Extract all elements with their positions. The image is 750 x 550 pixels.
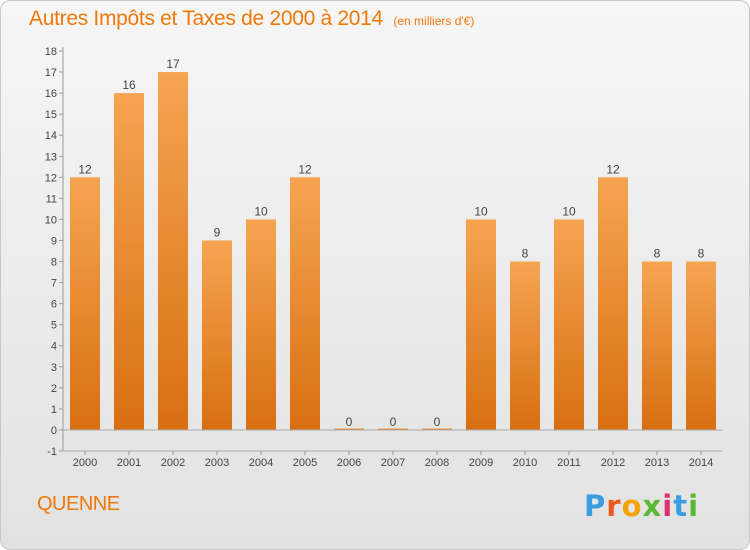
x-tick-label: 2011 <box>557 457 581 469</box>
y-tick-label: 12 <box>45 172 57 184</box>
x-tick-label: 2009 <box>469 457 493 469</box>
y-tick-label: 5 <box>51 320 57 332</box>
bar-value-label: 12 <box>78 162 92 176</box>
x-tick-label: 2006 <box>337 457 361 469</box>
bar-2005 <box>290 177 320 430</box>
x-tick-label: 2008 <box>425 457 449 469</box>
y-tick-label: 9 <box>51 235 57 247</box>
chart-unit: (en milliers d'€) <box>393 14 475 28</box>
bar-value-label: 12 <box>606 162 620 176</box>
x-tick-label: 2010 <box>513 457 537 469</box>
y-tick-label: 11 <box>46 193 57 205</box>
bar-2009 <box>466 219 496 430</box>
chart-header: Autres Impôts et Taxes de 2000 à 2014 (e… <box>29 7 474 31</box>
logo-letter: r <box>606 489 622 523</box>
bar-2000 <box>70 177 100 430</box>
logo-letter: i <box>662 489 674 523</box>
y-tick-label: 14 <box>45 130 57 142</box>
x-tick-label: 2002 <box>161 457 185 469</box>
logo-letter: x <box>642 489 663 523</box>
bar-2007 <box>378 428 408 430</box>
bar-value-label: 9 <box>214 225 221 239</box>
logo-letter: t <box>673 489 689 523</box>
proxiti-logo: Proxiti <box>584 489 699 523</box>
bar-2008 <box>422 428 452 430</box>
x-tick-label: 2013 <box>645 457 669 469</box>
x-tick-label: 2012 <box>601 457 625 469</box>
y-tick-label: 10 <box>45 214 57 226</box>
y-tick-label: 16 <box>45 88 57 100</box>
x-tick-label: 2000 <box>73 457 97 469</box>
x-tick-label: 2003 <box>205 457 229 469</box>
y-tick-label: 0 <box>51 425 57 437</box>
bar-value-label: 10 <box>474 204 488 218</box>
y-tick-label: 2 <box>51 383 57 395</box>
x-tick-label: 2001 <box>117 457 141 469</box>
y-tick-label: 18 <box>45 46 57 58</box>
bar-2012 <box>598 177 628 430</box>
bar-2001 <box>114 93 144 430</box>
commune-name: QUENNE <box>37 493 120 515</box>
bar-value-label: 0 <box>346 415 353 429</box>
y-tick-label: 3 <box>51 362 57 374</box>
bar-2010 <box>510 261 540 430</box>
y-tick-label: 6 <box>51 299 57 311</box>
chart-title: Autres Impôts et Taxes de 2000 à 2014 <box>29 7 383 30</box>
y-tick-label: 15 <box>45 109 57 121</box>
x-tick-label: 2005 <box>293 457 317 469</box>
bar-value-label: 8 <box>522 247 529 261</box>
bar-2014 <box>686 261 716 430</box>
bar-value-label: 0 <box>390 415 397 429</box>
bar-value-label: 8 <box>698 247 705 261</box>
bar-2013 <box>642 261 672 430</box>
x-tick-label: 2014 <box>689 457 713 469</box>
logo-letter: i <box>688 489 700 523</box>
logo-letter: o <box>621 489 643 523</box>
y-tick-label: 4 <box>51 341 57 353</box>
bar-value-label: 16 <box>122 78 136 92</box>
y-tick-label: -1 <box>47 446 57 458</box>
bar-2002 <box>158 72 188 430</box>
bar-value-label: 0 <box>434 415 441 429</box>
y-tick-label: 17 <box>45 67 57 79</box>
x-tick-label: 2007 <box>381 457 405 469</box>
bar-2004 <box>246 219 276 430</box>
logo-letter: P <box>584 489 607 523</box>
bar-value-label: 10 <box>254 204 268 218</box>
bar-value-label: 17 <box>166 57 180 71</box>
y-tick-label: 13 <box>45 151 57 163</box>
bar-value-label: 8 <box>654 247 661 261</box>
bar-value-label: 10 <box>562 204 576 218</box>
y-tick-label: 8 <box>51 257 57 269</box>
bar-2006 <box>334 428 364 430</box>
y-tick-label: 1 <box>51 404 57 416</box>
bar-2011 <box>554 219 584 430</box>
x-tick-label: 2004 <box>249 457 273 469</box>
bar-2003 <box>202 240 232 430</box>
bar-value-label: 12 <box>298 162 312 176</box>
y-tick-label: 7 <box>51 278 57 290</box>
